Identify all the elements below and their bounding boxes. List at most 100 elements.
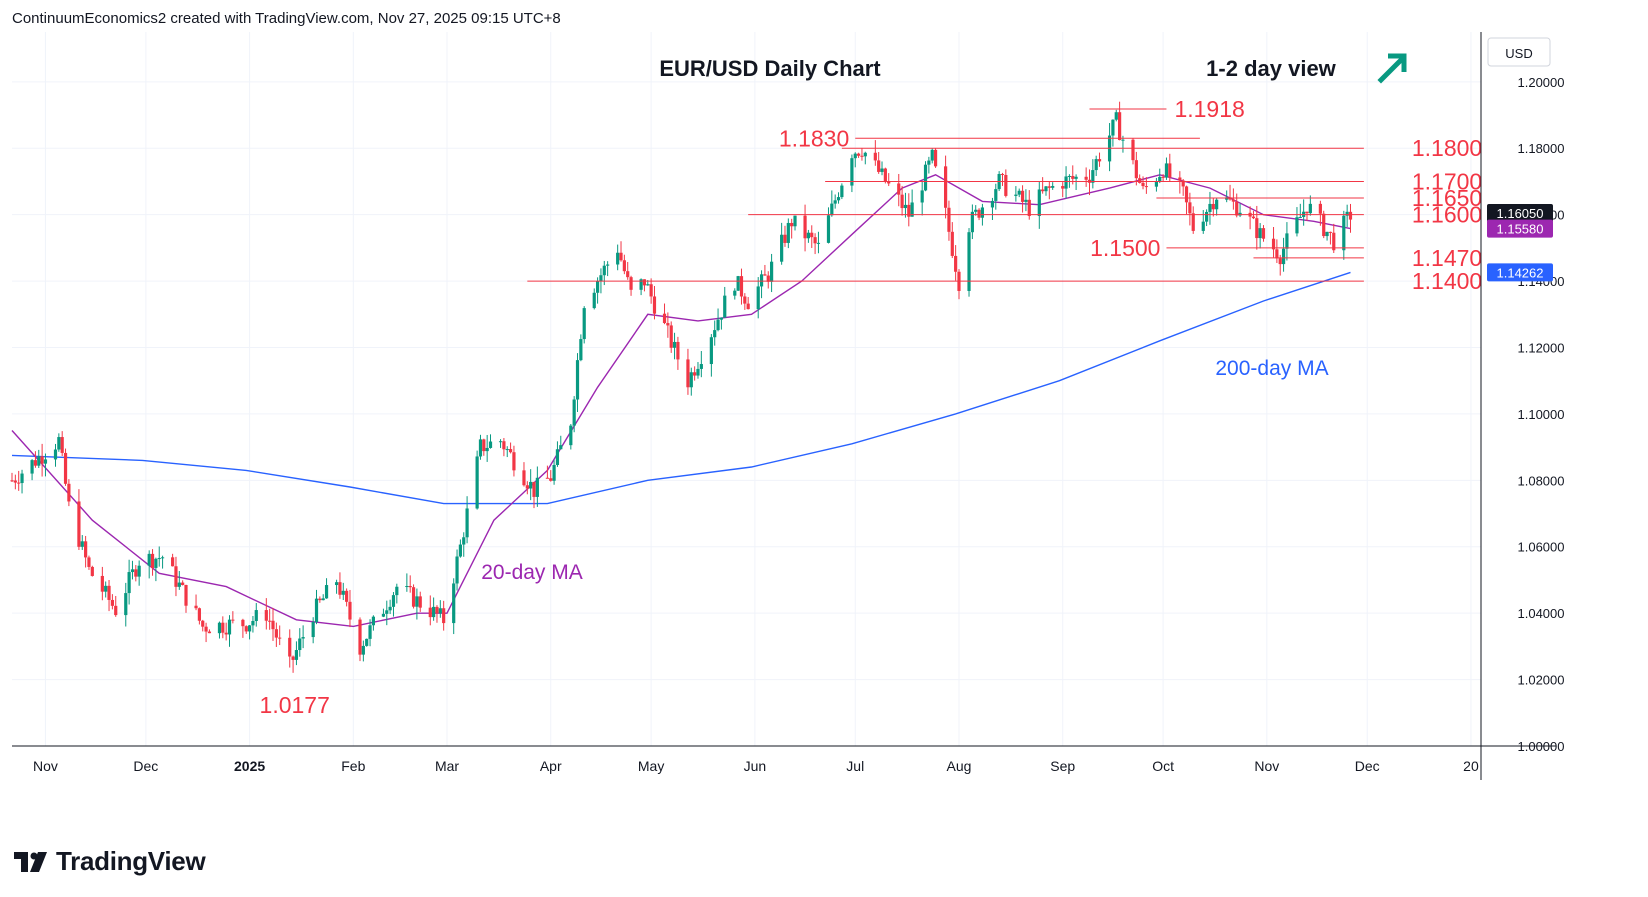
candle-body — [1111, 119, 1115, 136]
x-tick-label: Nov — [33, 758, 58, 774]
candle-body — [672, 341, 677, 348]
candle-body — [1235, 201, 1239, 216]
candle-body — [475, 456, 479, 509]
candle-body — [816, 242, 821, 244]
candle-body — [318, 598, 322, 601]
candle-body — [314, 598, 319, 623]
candle-body — [130, 569, 135, 573]
tradingview-logo[interactable]: TradingView — [14, 846, 206, 877]
candle-body — [1091, 170, 1095, 183]
candle-body — [458, 544, 462, 557]
candle-body — [124, 593, 128, 616]
price-badge-label: 1.15580 — [1497, 222, 1544, 237]
candle-body — [1325, 231, 1329, 237]
x-tick-label: Sep — [1050, 758, 1075, 774]
level-label: 1.1600 — [1412, 202, 1482, 228]
candle-body — [1164, 163, 1169, 178]
candle-body — [134, 569, 138, 577]
candle-body — [160, 557, 165, 559]
low-label: 1.0177 — [260, 692, 330, 718]
candle-body — [150, 553, 155, 568]
candle-body — [1067, 175, 1072, 177]
candle-body — [432, 606, 436, 618]
candle-body — [856, 153, 861, 156]
candle-body — [639, 279, 643, 290]
candle-body — [411, 587, 416, 607]
currency-label: USD — [1505, 46, 1532, 61]
candle-body — [418, 596, 422, 608]
candle-body — [1097, 159, 1102, 162]
candle-body — [1184, 186, 1189, 203]
candle-body — [522, 470, 526, 486]
candle-body — [535, 477, 539, 497]
candle-body — [1278, 258, 1282, 265]
candle-body — [759, 274, 764, 287]
candle-body — [699, 364, 703, 369]
candle-body — [1154, 181, 1159, 187]
candle-body — [271, 620, 275, 630]
candle-body — [100, 575, 104, 592]
candle-body — [498, 441, 503, 443]
candle-body — [790, 222, 794, 227]
candle-body — [388, 606, 392, 611]
candle-body — [488, 441, 493, 448]
x-tick-label: Apr — [540, 758, 562, 774]
candle-body — [763, 274, 767, 276]
candle-body — [84, 541, 88, 558]
candle-body — [853, 153, 857, 159]
chart-title: EUR/USD Daily Chart — [659, 56, 881, 81]
candle-body — [324, 585, 329, 599]
candle-body — [1188, 202, 1192, 214]
candle-body — [723, 295, 727, 318]
candle-body — [626, 271, 630, 278]
candle-body — [57, 437, 61, 450]
candle-body — [157, 558, 161, 560]
candle-body — [87, 557, 91, 567]
candle-body — [1342, 215, 1346, 251]
candle-body — [1051, 186, 1055, 188]
candle-body — [508, 449, 513, 453]
candle-body — [736, 276, 740, 291]
candle-body — [365, 638, 369, 646]
candle-body — [525, 485, 529, 489]
levels-layer — [527, 108, 1364, 282]
candle-body — [40, 456, 44, 464]
candle-body — [512, 452, 516, 471]
candle-body — [756, 286, 760, 310]
candle-body — [201, 620, 205, 627]
candle-body — [579, 339, 583, 361]
candle-body — [1191, 213, 1195, 231]
candle-body — [321, 598, 325, 601]
candle-body — [897, 183, 901, 195]
x-axis: Nov Dec 2025 Feb Mar Apr May Jun Jul Aug Sep Oct Nov… — [12, 745, 1556, 774]
candle-body — [1318, 203, 1322, 214]
candle-body — [485, 447, 489, 452]
candle-body — [37, 456, 41, 466]
candle-body — [291, 656, 295, 660]
candle-body — [298, 638, 302, 651]
candle-body — [415, 596, 419, 607]
candle-body — [63, 452, 68, 484]
candle-body — [910, 202, 914, 217]
candle-body — [877, 160, 881, 172]
candle-body — [1121, 139, 1125, 141]
candle-body — [552, 464, 556, 481]
candle-body — [177, 582, 181, 587]
candle-body — [241, 619, 245, 627]
candle-body — [1285, 233, 1289, 249]
candle-body — [686, 359, 690, 388]
candle-body — [927, 160, 931, 165]
x-tick-label: Feb — [341, 758, 365, 774]
candle-body — [793, 215, 797, 227]
candle-body — [863, 152, 867, 157]
candle-body — [371, 616, 375, 626]
candle-body — [127, 572, 131, 594]
candle-body — [1141, 182, 1145, 187]
candle-body — [1047, 186, 1051, 188]
ma20-label: 20-day MA — [481, 561, 583, 584]
candle-body — [693, 372, 697, 376]
candle-body — [244, 626, 248, 632]
price-badge-label: 1.14262 — [1497, 265, 1544, 280]
candle-body — [154, 558, 158, 568]
